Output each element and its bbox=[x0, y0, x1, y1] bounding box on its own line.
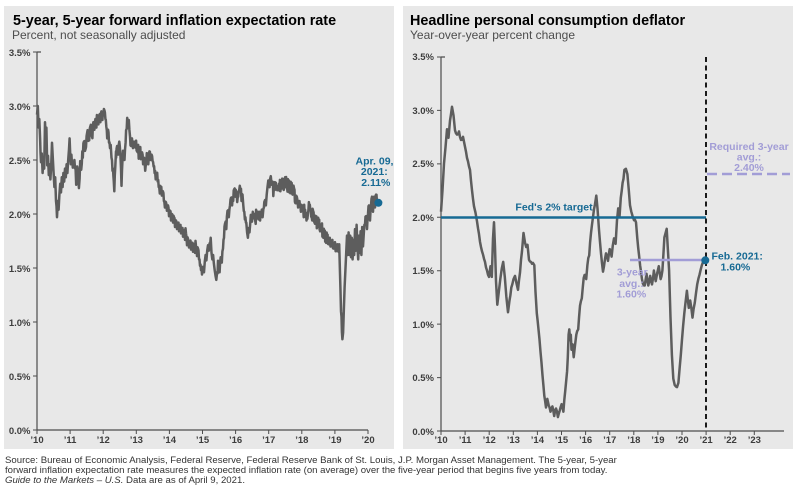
svg-text:’19: ’19 bbox=[328, 435, 341, 446]
svg-text:2.5%: 2.5% bbox=[9, 156, 31, 167]
svg-text:’19: ’19 bbox=[651, 435, 664, 446]
svg-text:’11: ’11 bbox=[64, 435, 77, 446]
svg-text:’10: ’10 bbox=[434, 435, 447, 446]
svg-text:’13: ’13 bbox=[507, 435, 520, 446]
svg-text:3.5%: 3.5% bbox=[412, 52, 434, 63]
svg-text:’17: ’17 bbox=[603, 435, 616, 446]
svg-text:0.0%: 0.0% bbox=[412, 427, 434, 438]
svg-text:’15: ’15 bbox=[555, 435, 569, 446]
svg-text:3.5%: 3.5% bbox=[9, 48, 31, 59]
svg-text:’14: ’14 bbox=[531, 435, 545, 446]
svg-text:’12: ’12 bbox=[483, 435, 496, 446]
svg-text:1.5%: 1.5% bbox=[9, 264, 31, 275]
svg-text:Feb. 2021:: Feb. 2021: bbox=[712, 250, 763, 262]
svg-text:’15: ’15 bbox=[196, 435, 210, 446]
svg-text:2.0%: 2.0% bbox=[412, 213, 434, 224]
svg-text:’10: ’10 bbox=[30, 435, 43, 446]
svg-text:’18: ’18 bbox=[627, 435, 640, 446]
svg-text:2.5%: 2.5% bbox=[412, 159, 434, 170]
svg-text:Apr. 09,: Apr. 09, bbox=[356, 155, 394, 167]
svg-text:avg.:: avg.: bbox=[619, 278, 644, 290]
svg-text:2021:: 2021: bbox=[361, 166, 388, 178]
svg-text:’20: ’20 bbox=[361, 435, 374, 446]
svg-text:0.5%: 0.5% bbox=[412, 373, 434, 384]
svg-text:1.60%: 1.60% bbox=[616, 289, 646, 301]
svg-text:3-year: 3-year bbox=[617, 266, 648, 278]
svg-text:’23: ’23 bbox=[748, 435, 761, 446]
svg-text:3.0%: 3.0% bbox=[9, 102, 31, 113]
svg-text:’16: ’16 bbox=[229, 435, 242, 446]
svg-text:Fed's 2% target: Fed's 2% target bbox=[515, 202, 593, 214]
svg-text:’20: ’20 bbox=[675, 435, 688, 446]
svg-text:’12: ’12 bbox=[97, 435, 110, 446]
svg-text:avg.:: avg.: bbox=[737, 152, 762, 164]
svg-text:’14: ’14 bbox=[163, 435, 177, 446]
svg-text:’13: ’13 bbox=[130, 435, 143, 446]
svg-text:1.5%: 1.5% bbox=[412, 266, 434, 277]
svg-text:2.40%: 2.40% bbox=[734, 162, 764, 174]
svg-text:3.0%: 3.0% bbox=[412, 106, 434, 117]
svg-text:1.0%: 1.0% bbox=[9, 318, 31, 329]
svg-text:Required 3-year: Required 3-year bbox=[709, 141, 788, 153]
svg-text:1.60%: 1.60% bbox=[721, 262, 751, 274]
svg-text:2.11%: 2.11% bbox=[361, 177, 391, 189]
svg-text:’18: ’18 bbox=[295, 435, 308, 446]
svg-text:’11: ’11 bbox=[459, 435, 472, 446]
svg-text:0.5%: 0.5% bbox=[9, 372, 31, 383]
svg-text:’16: ’16 bbox=[579, 435, 592, 446]
svg-text:0.0%: 0.0% bbox=[9, 426, 31, 437]
svg-text:’22: ’22 bbox=[724, 435, 737, 446]
svg-text:2.0%: 2.0% bbox=[9, 210, 31, 221]
svg-text:’21: ’21 bbox=[699, 435, 713, 446]
svg-text:’17: ’17 bbox=[262, 435, 275, 446]
svg-text:1.0%: 1.0% bbox=[412, 320, 434, 331]
